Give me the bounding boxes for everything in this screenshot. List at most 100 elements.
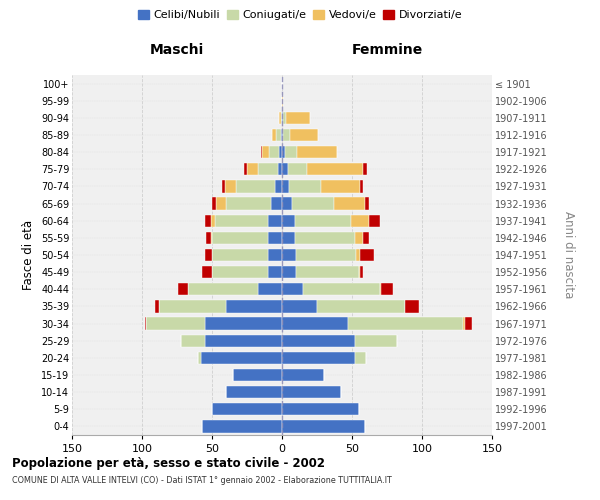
- Bar: [226, 198, 271, 209]
- Bar: [466, 318, 472, 330]
- Bar: [212, 249, 268, 261]
- Bar: [282, 266, 296, 278]
- Bar: [334, 198, 365, 209]
- Bar: [216, 198, 226, 209]
- Bar: [233, 369, 282, 381]
- Bar: [222, 180, 224, 192]
- Bar: [224, 180, 236, 192]
- Bar: [205, 318, 282, 330]
- Bar: [361, 180, 363, 192]
- Bar: [355, 232, 363, 244]
- Bar: [155, 300, 159, 312]
- Bar: [382, 283, 392, 296]
- Bar: [268, 249, 282, 261]
- Bar: [282, 232, 295, 244]
- Bar: [463, 318, 466, 330]
- Bar: [188, 283, 258, 296]
- Bar: [205, 249, 212, 261]
- Bar: [298, 146, 337, 158]
- Bar: [282, 300, 317, 312]
- Bar: [212, 198, 216, 209]
- Y-axis label: Anni di nascita: Anni di nascita: [562, 212, 575, 298]
- Text: Maschi: Maschi: [150, 44, 204, 58]
- Bar: [282, 420, 365, 432]
- Bar: [212, 403, 282, 415]
- Bar: [282, 94, 283, 107]
- Bar: [212, 266, 268, 278]
- Bar: [145, 318, 146, 330]
- Bar: [282, 352, 355, 364]
- Bar: [262, 146, 269, 158]
- Bar: [226, 300, 282, 312]
- Bar: [281, 112, 282, 124]
- Bar: [356, 249, 361, 261]
- Bar: [295, 232, 355, 244]
- Text: COMUNE DI ALTA VALLE INTELVI (CO) - Dati ISTAT 1° gennaio 2002 - Elaborazione TU: COMUNE DI ALTA VALLE INTELVI (CO) - Dati…: [12, 476, 392, 485]
- Bar: [279, 146, 282, 158]
- Bar: [303, 283, 380, 296]
- Bar: [282, 180, 289, 192]
- Bar: [282, 112, 283, 124]
- Bar: [278, 163, 282, 175]
- Bar: [355, 334, 397, 347]
- Bar: [405, 300, 419, 312]
- Bar: [283, 129, 290, 141]
- Bar: [268, 214, 282, 227]
- Y-axis label: Fasce di età: Fasce di età: [22, 220, 35, 290]
- Bar: [202, 266, 212, 278]
- Bar: [272, 129, 277, 141]
- Bar: [181, 334, 205, 347]
- Bar: [146, 318, 205, 330]
- Bar: [282, 318, 348, 330]
- Bar: [282, 163, 287, 175]
- Bar: [212, 232, 268, 244]
- Bar: [215, 214, 268, 227]
- Bar: [363, 232, 369, 244]
- Bar: [361, 266, 363, 278]
- Bar: [202, 420, 282, 432]
- Bar: [282, 214, 295, 227]
- Bar: [269, 146, 279, 158]
- Bar: [281, 129, 282, 141]
- Bar: [258, 163, 278, 175]
- Bar: [295, 214, 350, 227]
- Bar: [205, 214, 211, 227]
- Bar: [321, 180, 361, 192]
- Bar: [244, 163, 247, 175]
- Bar: [226, 386, 282, 398]
- Bar: [361, 249, 374, 261]
- Text: Femmine: Femmine: [352, 44, 422, 58]
- Bar: [282, 369, 324, 381]
- Bar: [282, 386, 341, 398]
- Bar: [258, 283, 282, 296]
- Bar: [307, 163, 363, 175]
- Bar: [365, 198, 369, 209]
- Bar: [198, 352, 201, 364]
- Bar: [206, 232, 211, 244]
- Bar: [282, 198, 292, 209]
- Bar: [289, 180, 321, 192]
- Bar: [290, 129, 319, 141]
- Bar: [282, 146, 285, 158]
- Bar: [282, 129, 283, 141]
- Bar: [205, 334, 282, 347]
- Bar: [282, 403, 359, 415]
- Bar: [282, 334, 355, 347]
- Bar: [236, 180, 275, 192]
- Bar: [363, 163, 367, 175]
- Bar: [369, 214, 380, 227]
- Bar: [247, 163, 258, 175]
- Bar: [380, 283, 382, 296]
- Bar: [277, 129, 281, 141]
- Bar: [268, 266, 282, 278]
- Bar: [285, 146, 298, 158]
- Bar: [348, 318, 463, 330]
- Bar: [296, 266, 359, 278]
- Bar: [268, 232, 282, 244]
- Bar: [287, 163, 307, 175]
- Bar: [275, 180, 282, 192]
- Bar: [317, 300, 405, 312]
- Bar: [178, 283, 188, 296]
- Bar: [286, 112, 310, 124]
- Legend: Celibi/Nubili, Coniugati/e, Vedovi/e, Divorziati/e: Celibi/Nubili, Coniugati/e, Vedovi/e, Di…: [133, 6, 467, 25]
